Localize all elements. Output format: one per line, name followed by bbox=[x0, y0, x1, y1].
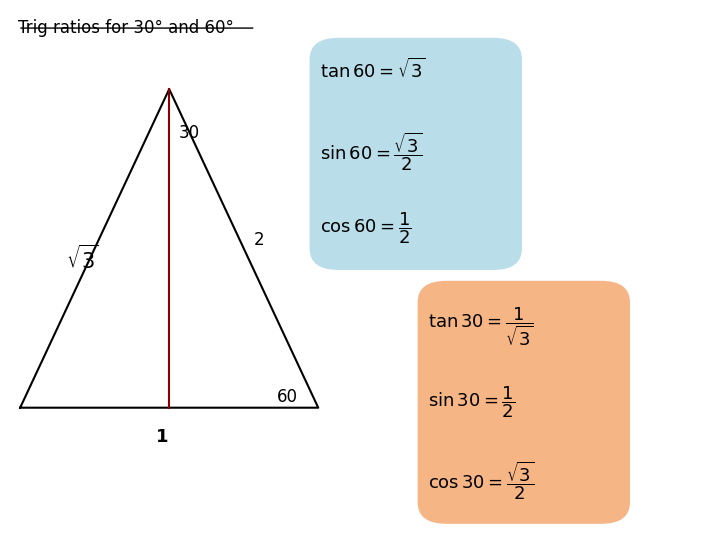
FancyBboxPatch shape bbox=[418, 281, 630, 524]
FancyBboxPatch shape bbox=[310, 38, 522, 270]
Text: $\tan 60 = \sqrt{3}$: $\tan 60 = \sqrt{3}$ bbox=[320, 58, 426, 82]
Text: $\sqrt{3}$: $\sqrt{3}$ bbox=[66, 245, 99, 273]
Text: $\cos 60 = \dfrac{1}{2}$: $\cos 60 = \dfrac{1}{2}$ bbox=[320, 210, 412, 246]
Text: $\sin 60 = \dfrac{\sqrt{3}}{2}$: $\sin 60 = \dfrac{\sqrt{3}}{2}$ bbox=[320, 130, 423, 173]
Text: $\tan 30 = \dfrac{1}{\sqrt{3}}$: $\tan 30 = \dfrac{1}{\sqrt{3}}$ bbox=[428, 305, 534, 348]
Text: 30: 30 bbox=[179, 124, 199, 142]
Text: 60: 60 bbox=[277, 388, 298, 406]
Text: 1: 1 bbox=[156, 428, 168, 447]
Text: $\sin 30 = \dfrac{1}{2}$: $\sin 30 = \dfrac{1}{2}$ bbox=[428, 384, 516, 420]
Text: $\cos 30 = \dfrac{\sqrt{3}}{2}$: $\cos 30 = \dfrac{\sqrt{3}}{2}$ bbox=[428, 459, 535, 502]
Text: Trig ratios for 30° and 60°: Trig ratios for 30° and 60° bbox=[18, 19, 234, 37]
Text: 2: 2 bbox=[254, 231, 264, 249]
